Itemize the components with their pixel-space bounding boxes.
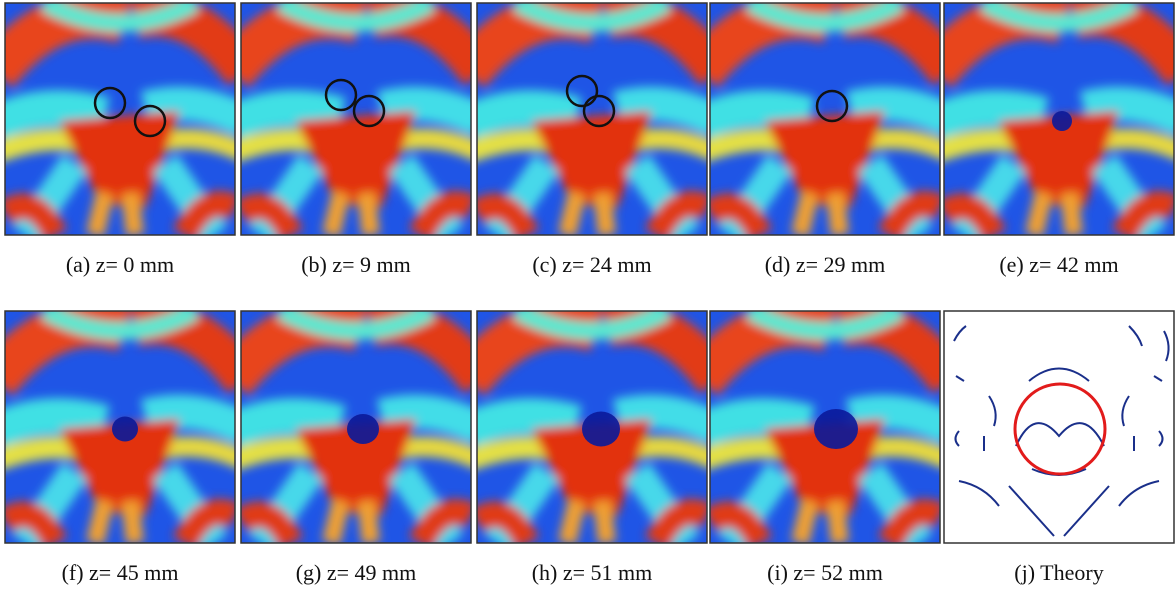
panel-caption: (g) z= 49 mm [296, 560, 417, 585]
panel-caption: (f) z= 45 mm [62, 560, 179, 585]
panel [0, 311, 245, 543]
panel-caption: (j) Theory [1014, 560, 1103, 585]
panel [700, 311, 950, 543]
vortex-core [347, 414, 379, 444]
panel [231, 3, 481, 235]
panel-caption: (h) z= 51 mm [532, 560, 653, 585]
theory-bg [944, 311, 1174, 543]
panel-caption: (i) z= 52 mm [767, 560, 883, 585]
panel [934, 3, 1176, 235]
panel [0, 3, 245, 235]
panel-caption: (c) z= 24 mm [532, 252, 651, 277]
figure: (a) z= 0 mm (b) z= 9 mm (c) z= 24 mm (d) z=… [0, 0, 1176, 590]
panel-caption: (a) z= 0 mm [66, 252, 174, 277]
panel [944, 311, 1174, 543]
phase-map [0, 3, 245, 235]
panel-caption: (d) z= 29 mm [765, 252, 886, 277]
vortex-core [814, 409, 858, 449]
phase-map [467, 3, 717, 235]
panel [467, 311, 717, 543]
panel [700, 3, 950, 235]
vortex-core [1052, 111, 1072, 131]
vortex-core [582, 412, 620, 447]
panel [231, 311, 481, 543]
panel-caption: (b) z= 9 mm [301, 252, 411, 277]
panel-caption: (e) z= 42 mm [999, 252, 1118, 277]
page: {"panels": [ {"caption": "(a) z= 0 mm"},… [0, 0, 1176, 590]
panel [467, 3, 717, 235]
vortex-core [112, 417, 138, 442]
